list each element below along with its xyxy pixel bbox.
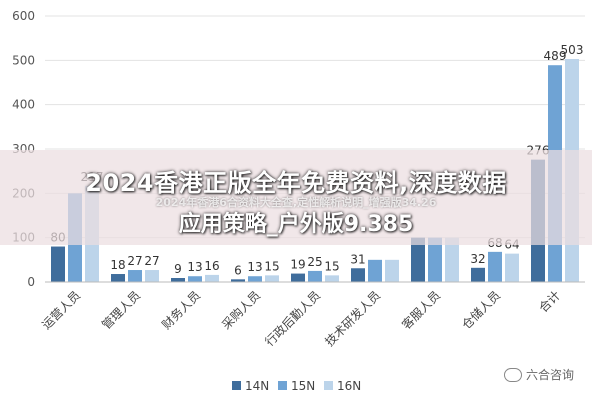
data-label: 16 <box>204 259 219 273</box>
headline-line-1: 2024香港正版全年免费资料,深度数据 <box>85 169 507 197</box>
bar <box>51 246 65 282</box>
category-label: 仓储人员 <box>459 288 504 333</box>
category-labels: 运营人员 管理人员 财务人员 采购人员 行政后勤人员 技术研发人员 客服人员 仓储人员 合计 <box>39 288 563 350</box>
data-label: 13 <box>187 260 202 274</box>
legend-swatch <box>232 381 241 390</box>
subheadline: 2024年香港6合资料大全查,定性解析说明_增强版34.26 <box>155 196 437 209</box>
bar <box>471 267 485 282</box>
bar <box>111 274 125 282</box>
data-label: 25 <box>307 255 322 269</box>
bar <box>325 275 339 282</box>
y-axis-ticks: 0100200300400500600 <box>12 9 35 289</box>
legend-label: 15N <box>291 379 315 393</box>
data-label: 19 <box>290 258 305 272</box>
data-label: 15 <box>264 259 279 273</box>
legend-label: 16N <box>337 379 361 393</box>
banner-overlay <box>0 150 592 245</box>
category-label: 行政后勤人员 <box>262 288 323 349</box>
category-label: 客服人员 <box>399 288 444 333</box>
bar <box>145 270 159 282</box>
y-tick-label: 0 <box>27 275 35 289</box>
bar <box>308 270 322 282</box>
watermark-text: 六合咨询 <box>525 368 574 382</box>
bar <box>428 237 442 282</box>
bar <box>291 273 305 282</box>
bar <box>351 268 365 282</box>
bar <box>488 251 502 282</box>
legend-swatch <box>324 381 333 390</box>
bar <box>385 259 399 282</box>
data-label: 6 <box>234 263 242 277</box>
data-label: 27 <box>144 254 159 268</box>
y-tick-label: 500 <box>12 53 35 67</box>
data-label: 489 <box>544 49 567 63</box>
data-label: 32 <box>470 252 485 266</box>
watermark: 六合咨询 <box>503 366 574 383</box>
bar <box>188 276 202 282</box>
bar <box>265 275 279 282</box>
bar <box>171 278 185 282</box>
bar <box>231 279 245 282</box>
y-tick-label: 400 <box>12 98 35 112</box>
category-label: 技术研发人员 <box>322 288 384 350</box>
category-label: 合计 <box>536 288 564 316</box>
legend: 14N 15N 16N <box>232 379 361 393</box>
data-label: 15 <box>324 259 339 273</box>
category-label: 运营人员 <box>39 288 83 332</box>
category-label: 管理人员 <box>99 288 144 333</box>
data-label: 503 <box>561 43 584 57</box>
bar <box>411 237 425 282</box>
headline-line-2: 应用策略_户外版9.385 <box>178 212 414 237</box>
bar <box>505 253 519 282</box>
bar <box>205 274 219 282</box>
wechat-icon <box>503 367 522 382</box>
category-label: 采购人员 <box>219 288 264 333</box>
legend-label: 14N <box>245 379 269 393</box>
data-label: 31 <box>350 252 365 266</box>
data-label: 18 <box>110 258 125 272</box>
y-tick-label: 600 <box>12 9 35 23</box>
data-label: 27 <box>127 254 142 268</box>
data-label: 13 <box>247 260 262 274</box>
bar <box>368 259 382 282</box>
bar <box>248 276 262 282</box>
bar <box>128 270 142 282</box>
data-label: 9 <box>174 262 182 276</box>
legend-swatch <box>278 381 287 390</box>
bar <box>445 237 459 282</box>
category-label: 财务人员 <box>159 288 204 333</box>
